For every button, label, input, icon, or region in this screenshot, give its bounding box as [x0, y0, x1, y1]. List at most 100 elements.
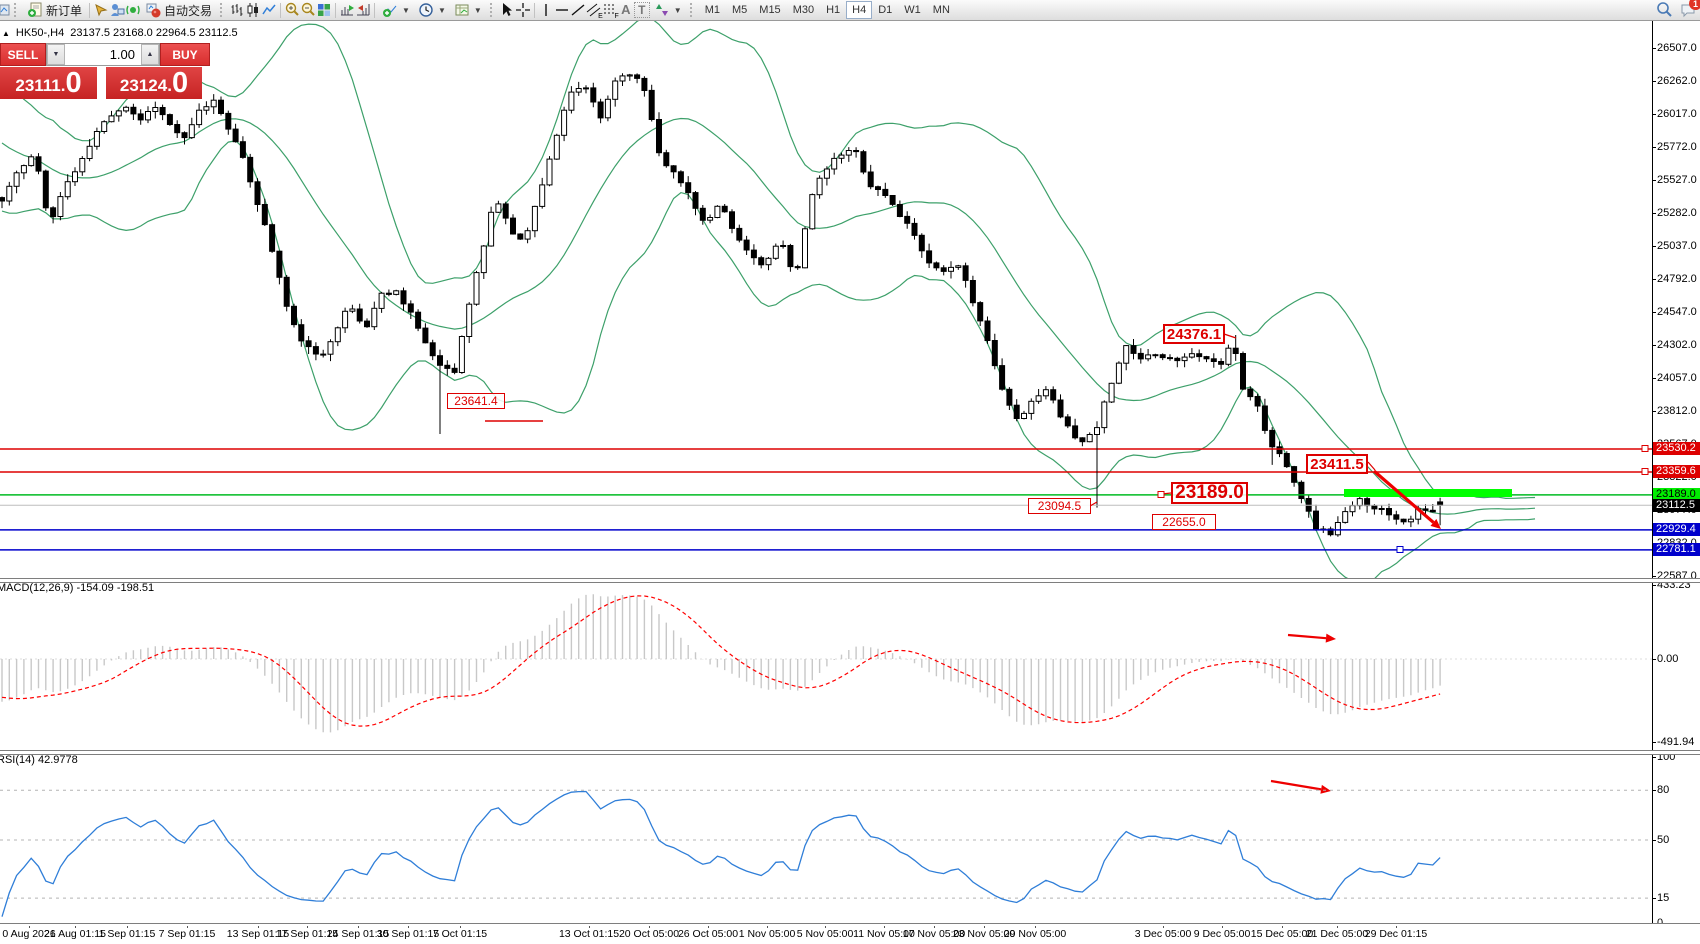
price-level-label[interactable]: 22781.1: [1653, 543, 1700, 557]
time-axis-label: 5 Nov 05:00: [796, 928, 854, 940]
one-click-trade-panel: SELL ▼ 1.00 ▲ BUY 23111. 0 23124. 0: [0, 43, 215, 99]
separator: [374, 2, 376, 18]
auto-scroll-icon[interactable]: [339, 2, 355, 18]
macd-pane-surface[interactable]: [0, 581, 1652, 750]
separator: [280, 2, 282, 18]
separator: [89, 2, 91, 18]
tf-m15[interactable]: M15: [759, 4, 781, 16]
time-axis-tick: [358, 925, 359, 928]
new-order-label: 新订单: [46, 3, 83, 18]
price-annotation[interactable]: 23094.5: [1028, 498, 1091, 514]
horizontal-line-tool-icon[interactable]: [554, 2, 570, 18]
volume-decrease-button[interactable]: ▼: [47, 44, 65, 65]
symbol-name: HK50-,H4: [15, 27, 65, 39]
period-clock-button[interactable]: ▼: [414, 0, 450, 20]
template-icon: [454, 2, 470, 18]
tile-windows-icon[interactable]: [316, 2, 332, 18]
sell-button[interactable]: SELL: [0, 43, 46, 66]
pane-separator[interactable]: [0, 750, 1700, 755]
buy-button[interactable]: BUY: [160, 43, 210, 66]
volume-value[interactable]: 1.00: [109, 47, 135, 62]
annotation-segment: [1367, 461, 1376, 471]
time-axis-label: 3 Dec 05:00: [1134, 928, 1192, 940]
broadcast-icon[interactable]: [125, 2, 141, 18]
cursor-tool-icon[interactable]: [499, 2, 515, 18]
one-click-toggle-icon[interactable]: ▲: [2, 28, 10, 38]
red-arrowhead: [1325, 633, 1336, 643]
dropdown-caret: ▼: [437, 5, 446, 15]
toolbar-drag-handle[interactable]: [14, 3, 20, 17]
zoom-in-icon[interactable]: [284, 2, 300, 18]
sell-price-display[interactable]: 23111. 0: [0, 67, 97, 99]
price-annotation[interactable]: 23641.4: [447, 393, 505, 409]
tf-mn[interactable]: MN: [932, 4, 950, 16]
text-label-tool-icon[interactable]: T: [633, 2, 650, 18]
price-level-label[interactable]: 23359.6: [1653, 465, 1700, 479]
time-axis-label: 13 Sep 01:15: [226, 928, 290, 940]
arrows-tool-button[interactable]: ▼: [650, 0, 686, 20]
template-button[interactable]: ▼: [450, 0, 486, 20]
tf-m1[interactable]: M1: [704, 4, 720, 16]
text-tool-icon[interactable]: A: [621, 2, 631, 17]
tf-m5[interactable]: M5: [732, 4, 748, 16]
crosshair-tool-icon[interactable]: [515, 2, 531, 18]
price-annotation[interactable]: 23411.5: [1306, 454, 1368, 474]
price-level-label[interactable]: 23112.5: [1653, 498, 1700, 512]
volume-increase-button[interactable]: ▲: [141, 44, 159, 65]
price-level-label[interactable]: 22929.4: [1653, 523, 1700, 537]
auto-trading-button[interactable]: 自动交易: [141, 0, 216, 20]
search-icon[interactable]: [1656, 1, 1672, 17]
main-chart-surface[interactable]: [0, 20, 1652, 578]
annotation-segment: [1089, 501, 1098, 507]
pane-separator[interactable]: [0, 578, 1700, 583]
bar-chart-type-icon[interactable]: [229, 2, 245, 18]
line-chart-type-icon[interactable]: [261, 2, 277, 18]
market-watch-icon[interactable]: [109, 2, 125, 18]
price-annotation[interactable]: 23189.0: [1171, 482, 1248, 504]
red-arrow: [1372, 469, 1435, 524]
price-axis-tick: 26017.0: [1652, 107, 1697, 120]
tf-h4[interactable]: H4: [846, 1, 873, 19]
add-indicator-button[interactable]: ▼: [378, 0, 414, 20]
time-axis-label: 21 Dec 05:00: [1305, 928, 1369, 940]
tf-m30[interactable]: M30: [792, 4, 815, 16]
dropdown-caret: ▼: [673, 5, 682, 15]
new-order-button[interactable]: 新订单: [23, 0, 86, 20]
equidistant-channel-tool-icon[interactable]: E: [586, 2, 603, 20]
time-axis-label: 11 Nov 05:00: [853, 928, 915, 940]
time-axis-label: 9 Dec 05:00: [1193, 928, 1251, 940]
clock-icon: [418, 2, 434, 18]
price-axis-tick: 25772.0: [1652, 140, 1697, 153]
time-axis-tick: [1222, 925, 1223, 928]
price-level-label[interactable]: 23189.0: [1653, 488, 1700, 502]
tf-d1[interactable]: D1: [878, 4, 893, 16]
price-annotation[interactable]: 24376.1: [1163, 324, 1225, 344]
toolbar-drag-handle[interactable]: [220, 3, 226, 17]
time-axis-tick: [984, 925, 985, 928]
time-axis-label: 7 Oct 01:15: [432, 928, 488, 940]
rsi-pane-surface[interactable]: [0, 753, 1652, 923]
vertical-line-tool-icon[interactable]: [538, 2, 554, 18]
price-axis-tick: 26262.0: [1652, 74, 1697, 87]
time-axis-tick: [934, 925, 935, 928]
candlestick-type-icon[interactable]: [245, 2, 261, 18]
clipped-chart-icon: [0, 2, 10, 18]
main-toolbar: 新订单 自动交易: [0, 0, 1700, 21]
toolbar-drag-handle[interactable]: [689, 3, 696, 17]
zoom-out-icon[interactable]: [300, 2, 316, 18]
chart-shift-icon[interactable]: [355, 2, 371, 18]
price-level-label[interactable]: 23530.2: [1653, 442, 1700, 456]
trendline-tool-icon[interactable]: [570, 2, 586, 18]
gold-pointer-icon[interactable]: [93, 2, 109, 18]
price-axis-tick: 24792.0: [1652, 272, 1697, 285]
separator: [533, 2, 535, 18]
notifications-icon[interactable]: 1: [1680, 0, 1700, 18]
buy-price-display[interactable]: 23124. 0: [106, 67, 202, 99]
price-annotation[interactable]: 22655.0: [1152, 514, 1216, 530]
toolbar-drag-handle[interactable]: [489, 3, 496, 17]
tf-w1[interactable]: W1: [904, 4, 921, 16]
fibonacci-tool-icon[interactable]: F: [602, 2, 619, 20]
time-axis-tick: [1337, 925, 1338, 928]
notification-badge: 1: [1689, 0, 1700, 10]
tf-h1[interactable]: H1: [826, 4, 841, 16]
